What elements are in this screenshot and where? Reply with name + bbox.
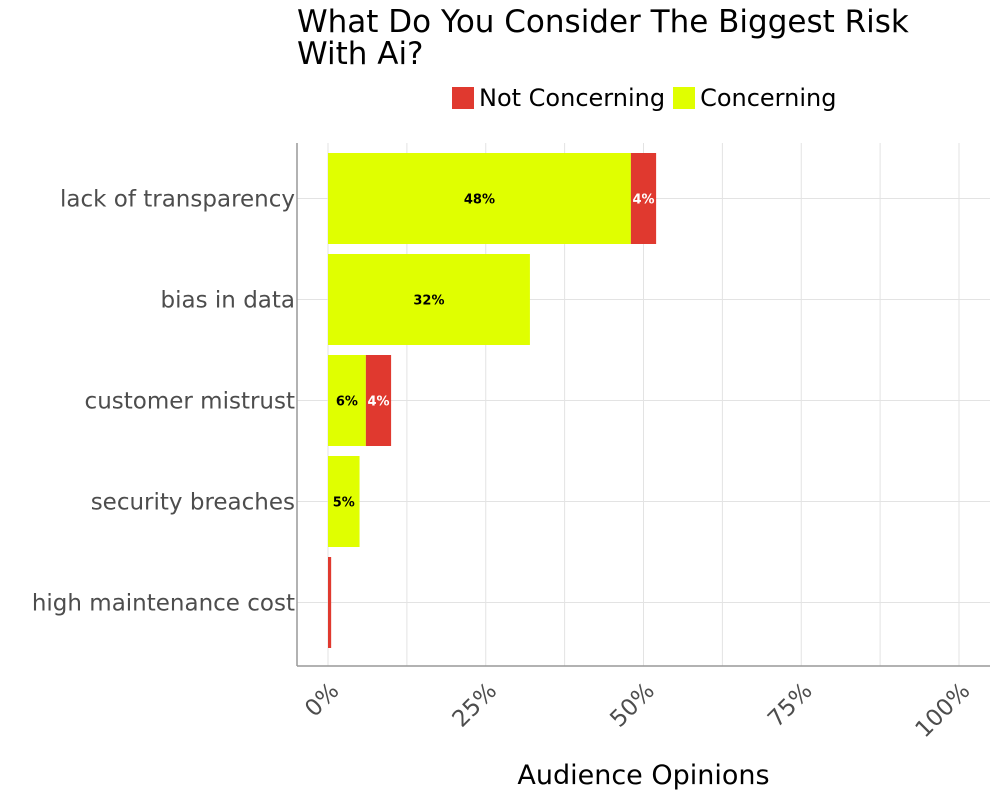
x-tick-label: 25% <box>448 678 503 733</box>
bar <box>328 254 530 345</box>
y-tick-label: security breaches <box>91 490 295 516</box>
legend-label-not-concerning: Not Concerning <box>479 84 666 112</box>
bar <box>328 557 332 648</box>
y-tick-label: customer mistrust <box>85 389 295 415</box>
bar <box>630 153 657 244</box>
data-label: 48% <box>464 193 495 208</box>
x-tick-label: 0% <box>300 678 344 722</box>
x-axis-title: Audience Opinions <box>517 760 769 791</box>
chart-title: What Do You Consider The Biggest Risk Wi… <box>297 4 909 72</box>
bar <box>328 456 360 547</box>
bar <box>328 355 366 446</box>
data-label: 5% <box>333 496 355 511</box>
data-label: 6% <box>336 395 358 410</box>
bar <box>365 355 392 446</box>
data-label: 4% <box>632 193 654 208</box>
y-tick-label: high maintenance cost <box>32 591 295 617</box>
legend-item-not-concerning: Not Concerning <box>452 84 665 112</box>
x-tick-label: 100% <box>911 678 976 743</box>
x-tick-label: 75% <box>763 678 818 733</box>
x-tick-label: 50% <box>605 678 660 733</box>
legend-label-concerning: Concerning <box>700 84 837 112</box>
y-tick-label: bias in data <box>161 288 295 314</box>
data-label: 32% <box>413 294 444 309</box>
chart-legend: Not Concerning Concerning <box>452 84 844 112</box>
legend-item-concerning: Concerning <box>673 84 836 112</box>
bar <box>328 153 631 244</box>
y-tick-label: lack of transparency <box>60 187 295 213</box>
legend-swatch-concerning <box>673 87 696 109</box>
legend-swatch-not-concerning <box>452 87 474 109</box>
data-label: 4% <box>367 395 389 410</box>
